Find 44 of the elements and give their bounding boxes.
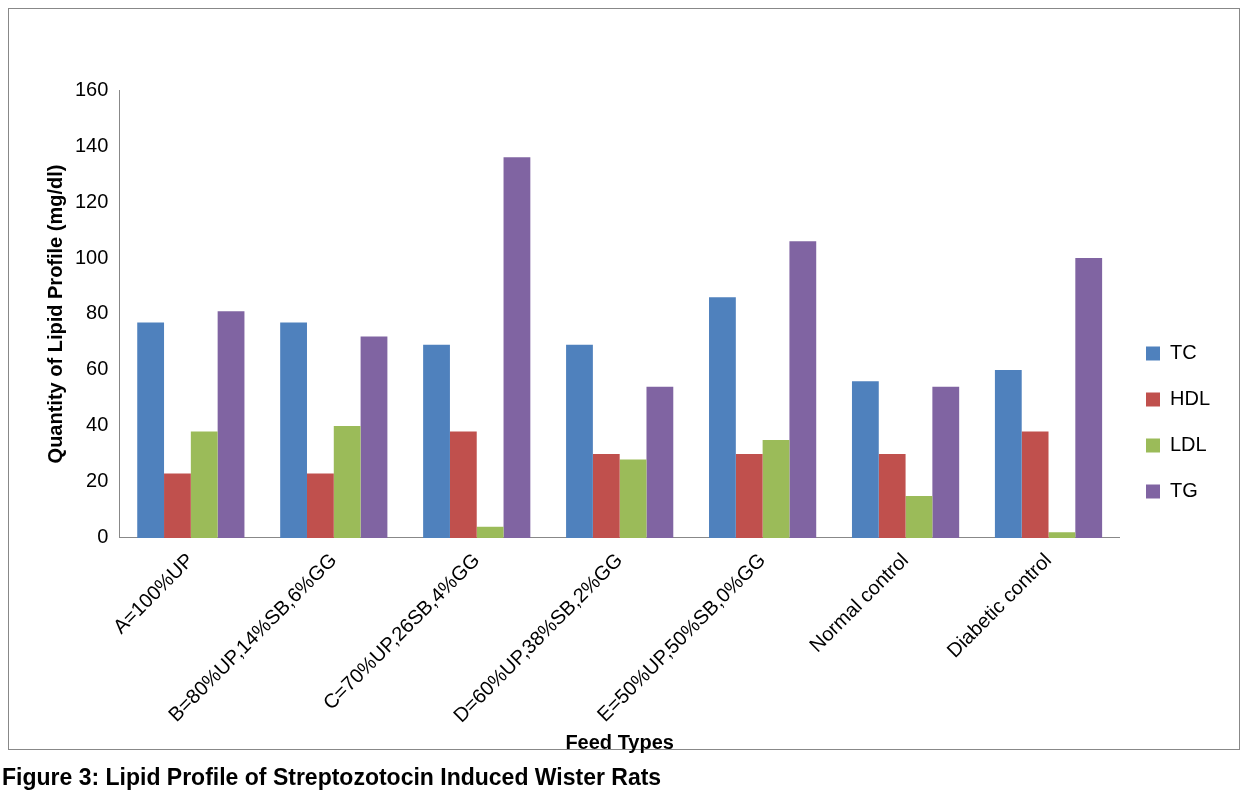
- bar: [1021, 431, 1049, 538]
- x-axis-title: Feed Types: [565, 730, 674, 753]
- y-tick-label: 160: [74, 77, 109, 100]
- y-tick-label: 20: [86, 469, 109, 492]
- bar: [137, 322, 165, 538]
- bar: [932, 386, 960, 538]
- y-tick-label: 60: [86, 357, 109, 380]
- y-tick-label: 120: [74, 189, 109, 212]
- legend-label: LDL: [1169, 433, 1207, 456]
- bar: [217, 311, 245, 538]
- bar: [735, 453, 763, 538]
- bar: [333, 425, 361, 538]
- bar: [423, 344, 450, 538]
- y-tick-label: 80: [86, 301, 109, 324]
- y-tick-label: 100: [74, 245, 109, 268]
- legend-label: TG: [1169, 479, 1198, 502]
- y-tick-label: 0: [97, 525, 109, 548]
- bar: [709, 297, 736, 538]
- bar: [476, 526, 504, 538]
- legend-label: TC: [1169, 341, 1197, 364]
- y-tick-label: 40: [86, 413, 109, 436]
- bar: [164, 473, 191, 538]
- bar: [851, 381, 879, 538]
- bar: [646, 386, 674, 538]
- y-axis-title: Quantity of Lipid Profile (mg/dl): [43, 164, 66, 464]
- bar: [878, 453, 906, 538]
- bar: [566, 344, 593, 538]
- bar: [789, 241, 817, 538]
- bar: [306, 473, 334, 538]
- bar: [449, 431, 477, 538]
- bar: [905, 495, 933, 538]
- bar: [619, 459, 647, 538]
- bar: [503, 157, 531, 538]
- caption: Figure 3: Lipid Profile of Streptozotocin Induced Wister Rats: [2, 764, 662, 791]
- legend-label: HDL: [1169, 387, 1211, 410]
- bar: [190, 431, 218, 538]
- y-tick-label: 140: [74, 133, 109, 156]
- bar: [280, 322, 307, 538]
- bar: [994, 369, 1022, 538]
- bar: [1075, 257, 1103, 538]
- bar: [592, 453, 620, 538]
- bar: [762, 439, 790, 538]
- bar: [1048, 532, 1076, 538]
- bar: [360, 336, 388, 538]
